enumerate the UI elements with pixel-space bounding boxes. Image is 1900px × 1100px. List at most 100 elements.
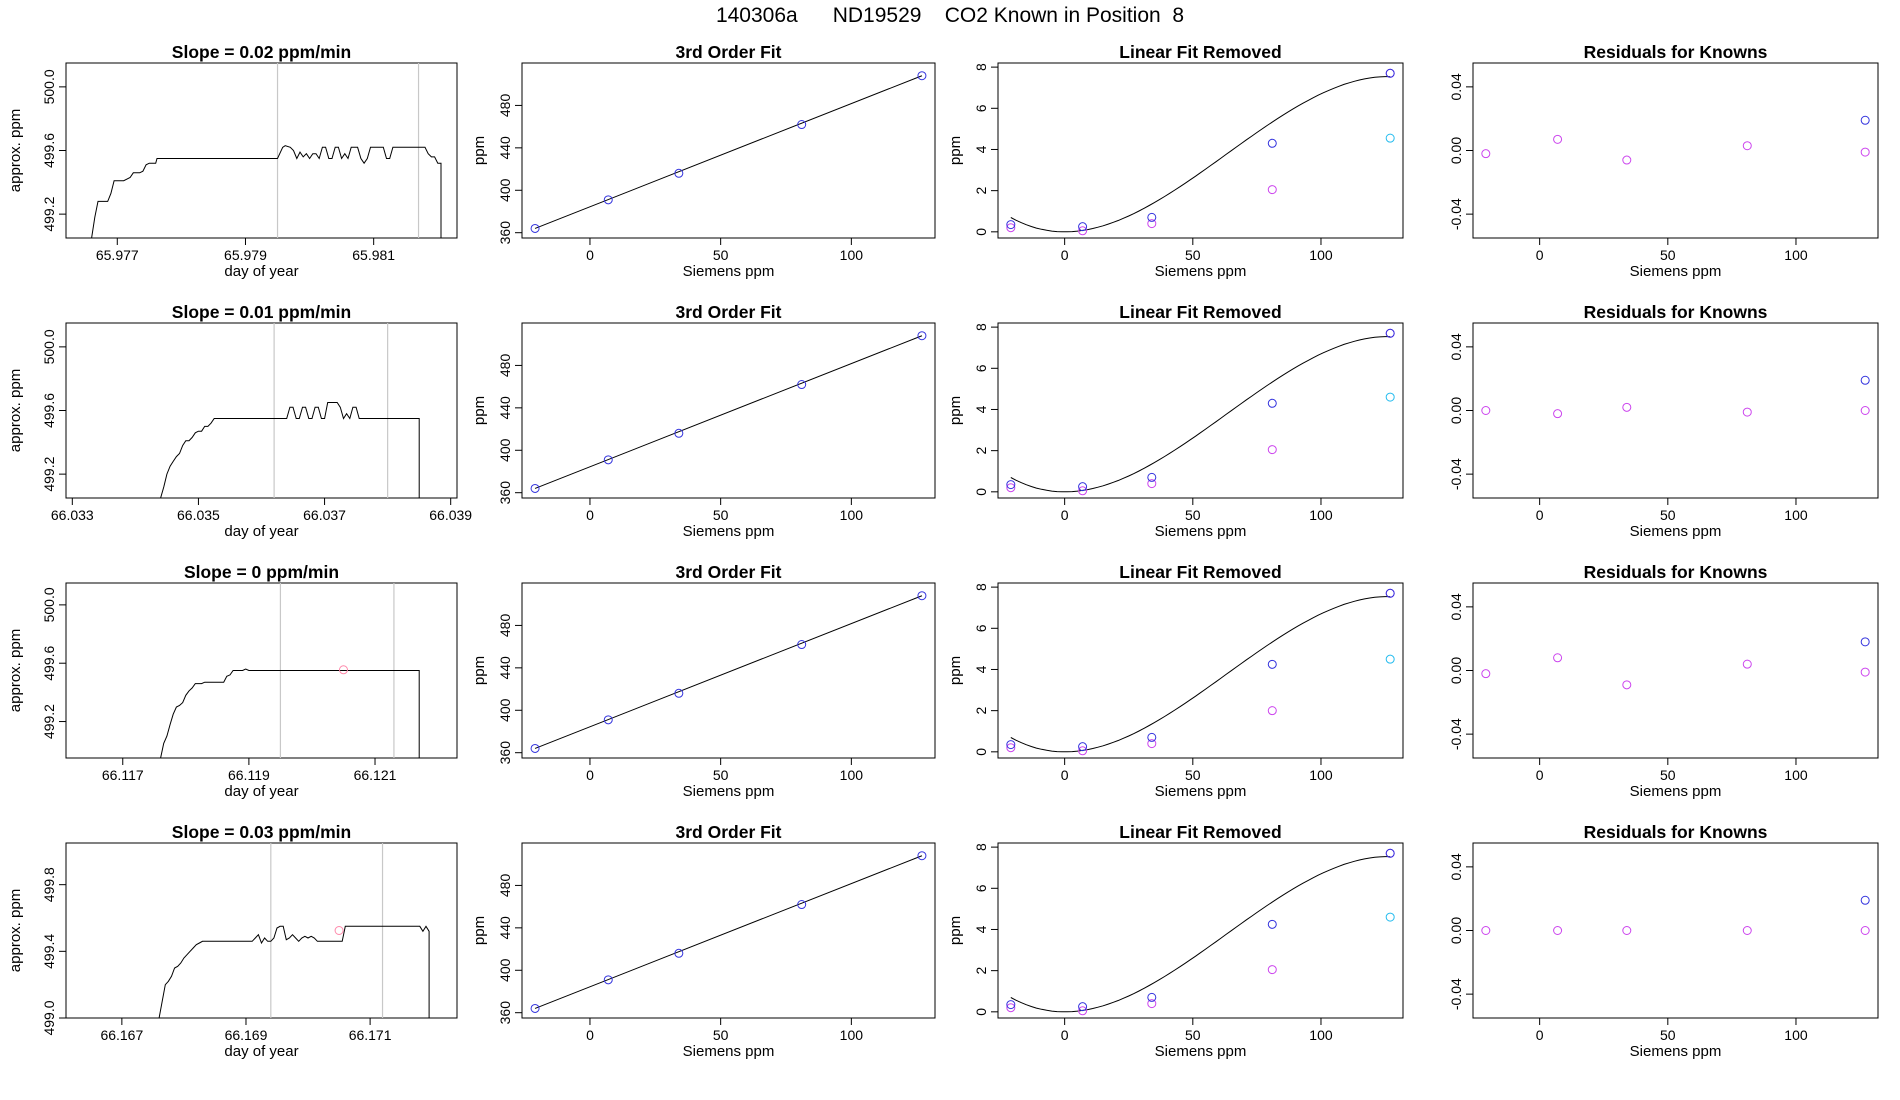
y-tick-label: 499.6: [41, 133, 57, 168]
y-tick-label: 4: [973, 665, 989, 673]
blue-point: [1860, 637, 1870, 647]
blue-point: [1860, 375, 1870, 385]
fit-curve: [534, 595, 923, 749]
y-axis-label: ppm: [947, 396, 964, 425]
y-axis-label: ppm: [947, 656, 964, 685]
panel-title: Residuals for Knowns: [1584, 302, 1768, 322]
magenta-point: [1147, 219, 1157, 229]
panel-title: Residuals for Knowns: [1584, 562, 1768, 582]
magenta-point: [1147, 739, 1157, 749]
plot-frame: [65, 62, 458, 239]
panel-title: Residuals for Knowns: [1584, 42, 1768, 62]
x-tick-label: 50: [1185, 507, 1201, 523]
panel-title: 3rd Order Fit: [676, 562, 782, 582]
plot-area: [530, 71, 927, 233]
y-tick-label: 499.8: [41, 867, 57, 902]
y-tick-label: 360: [497, 741, 513, 765]
x-tick-label: 66.169: [225, 1027, 268, 1043]
panel-title: Residuals for Knowns: [1584, 822, 1768, 842]
x-axis-label: Siemens ppm: [1155, 523, 1247, 540]
y-tick-label: 4: [973, 925, 989, 933]
plot-frame: [521, 842, 936, 1019]
y-tick-label: 0.00: [1448, 137, 1464, 164]
y-tick-label: 8: [973, 843, 989, 851]
panel-title: 3rd Order Fit: [676, 822, 782, 842]
data-point: [797, 900, 807, 910]
magenta-point: [1553, 134, 1563, 144]
magenta-point: [1006, 743, 1016, 753]
x-tick-label: 66.035: [177, 507, 220, 523]
x-axis: 66.033 66.035 66.037 66.039: [51, 497, 472, 523]
panel-title: Linear Fit Removed: [1119, 822, 1281, 842]
x-tick-label: 65.977: [96, 247, 139, 263]
plot-area: [1006, 588, 1395, 756]
magenta-point: [1622, 680, 1632, 690]
plot-frame: [997, 322, 1404, 499]
x-tick-label: 66.117: [102, 767, 144, 783]
plot-area: [160, 323, 420, 498]
x-tick-label: 100: [1784, 507, 1808, 523]
data-point: [674, 168, 684, 178]
x-tick-label: 50: [1660, 247, 1676, 263]
magenta-point: [1742, 659, 1752, 669]
plot-frame: [997, 582, 1404, 759]
plot-frame: [997, 62, 1404, 239]
y-tick-label: 8: [973, 583, 989, 591]
plot-area: [1481, 375, 1870, 419]
x-axis-label: day of year: [224, 263, 298, 280]
panel-fit-row-3: 3rd Order Fit 0 50 100 Siemens ppm 360 400 440 4…: [471, 562, 936, 800]
plot-frame: [1472, 582, 1879, 759]
panel-title: 3rd Order Fit: [676, 302, 782, 322]
magenta-point: [1860, 406, 1870, 415]
y-axis: 360 400 440 480: [497, 614, 523, 765]
y-axis: -0.04 0.00 0.04: [1448, 593, 1474, 750]
y-tick-label: 499.2: [41, 196, 57, 231]
data-point: [917, 591, 927, 601]
panel-resid-row-2: Residuals for Knowns 0 50 100 Siemens ppm -0.…: [1448, 302, 1879, 540]
x-axis-label: Siemens ppm: [683, 1043, 775, 1060]
x-tick-label: 66.121: [354, 767, 397, 783]
y-axis: -0.04 0.00 0.04: [1448, 73, 1474, 230]
x-tick-label: 0: [1536, 1027, 1544, 1043]
series-line: [160, 402, 420, 498]
y-tick-label: 0.00: [1448, 657, 1464, 684]
plot-area: [1481, 637, 1870, 690]
data-point: [530, 743, 540, 753]
y-tick-label: -0.04: [1448, 458, 1464, 490]
plot-frame: [1472, 322, 1879, 499]
y-axis-label: ppm: [947, 916, 964, 945]
y-tick-label: 500.0: [41, 587, 57, 622]
y-axis-label: ppm: [471, 136, 488, 165]
x-axis-label: Siemens ppm: [683, 523, 775, 540]
y-tick-label: 2: [973, 967, 989, 975]
plot-area: [1481, 115, 1870, 165]
y-tick-label: 4: [973, 405, 989, 413]
plot-area: [1006, 68, 1395, 236]
blue-point: [1860, 115, 1870, 125]
blue-point: [1078, 742, 1088, 752]
magenta-point: [1622, 155, 1632, 165]
x-tick-label: 0: [1061, 1027, 1069, 1043]
data-point: [797, 120, 807, 130]
magenta-point: [1860, 926, 1870, 935]
y-tick-label: 0: [973, 748, 989, 756]
data-point: [603, 195, 613, 205]
y-tick-label: 0.04: [1448, 73, 1464, 100]
y-tick-label: 6: [973, 624, 989, 632]
y-tick-label: 0: [973, 1008, 989, 1016]
plot-area: [158, 843, 430, 1018]
y-tick-label: -0.04: [1448, 718, 1464, 750]
x-axis: 0 50 100: [586, 497, 863, 523]
x-tick-label: 0: [1061, 507, 1069, 523]
blue-point: [1006, 740, 1016, 750]
y-tick-label: 360: [497, 481, 513, 505]
y-tick-label: 400: [497, 698, 513, 722]
panel-linear-row-4: Linear Fit Removed 0 50 100 Siemens ppm 0 2 4 6 8…: [947, 822, 1404, 1060]
x-tick-label: 100: [840, 1027, 864, 1043]
fit-curve: [534, 335, 923, 489]
y-tick-label: 480: [497, 94, 513, 118]
magenta-point: [1742, 141, 1752, 151]
y-tick-label: 480: [497, 354, 513, 378]
y-axis: 499.2 499.6 500.0: [41, 69, 67, 232]
data-point: [917, 851, 927, 861]
